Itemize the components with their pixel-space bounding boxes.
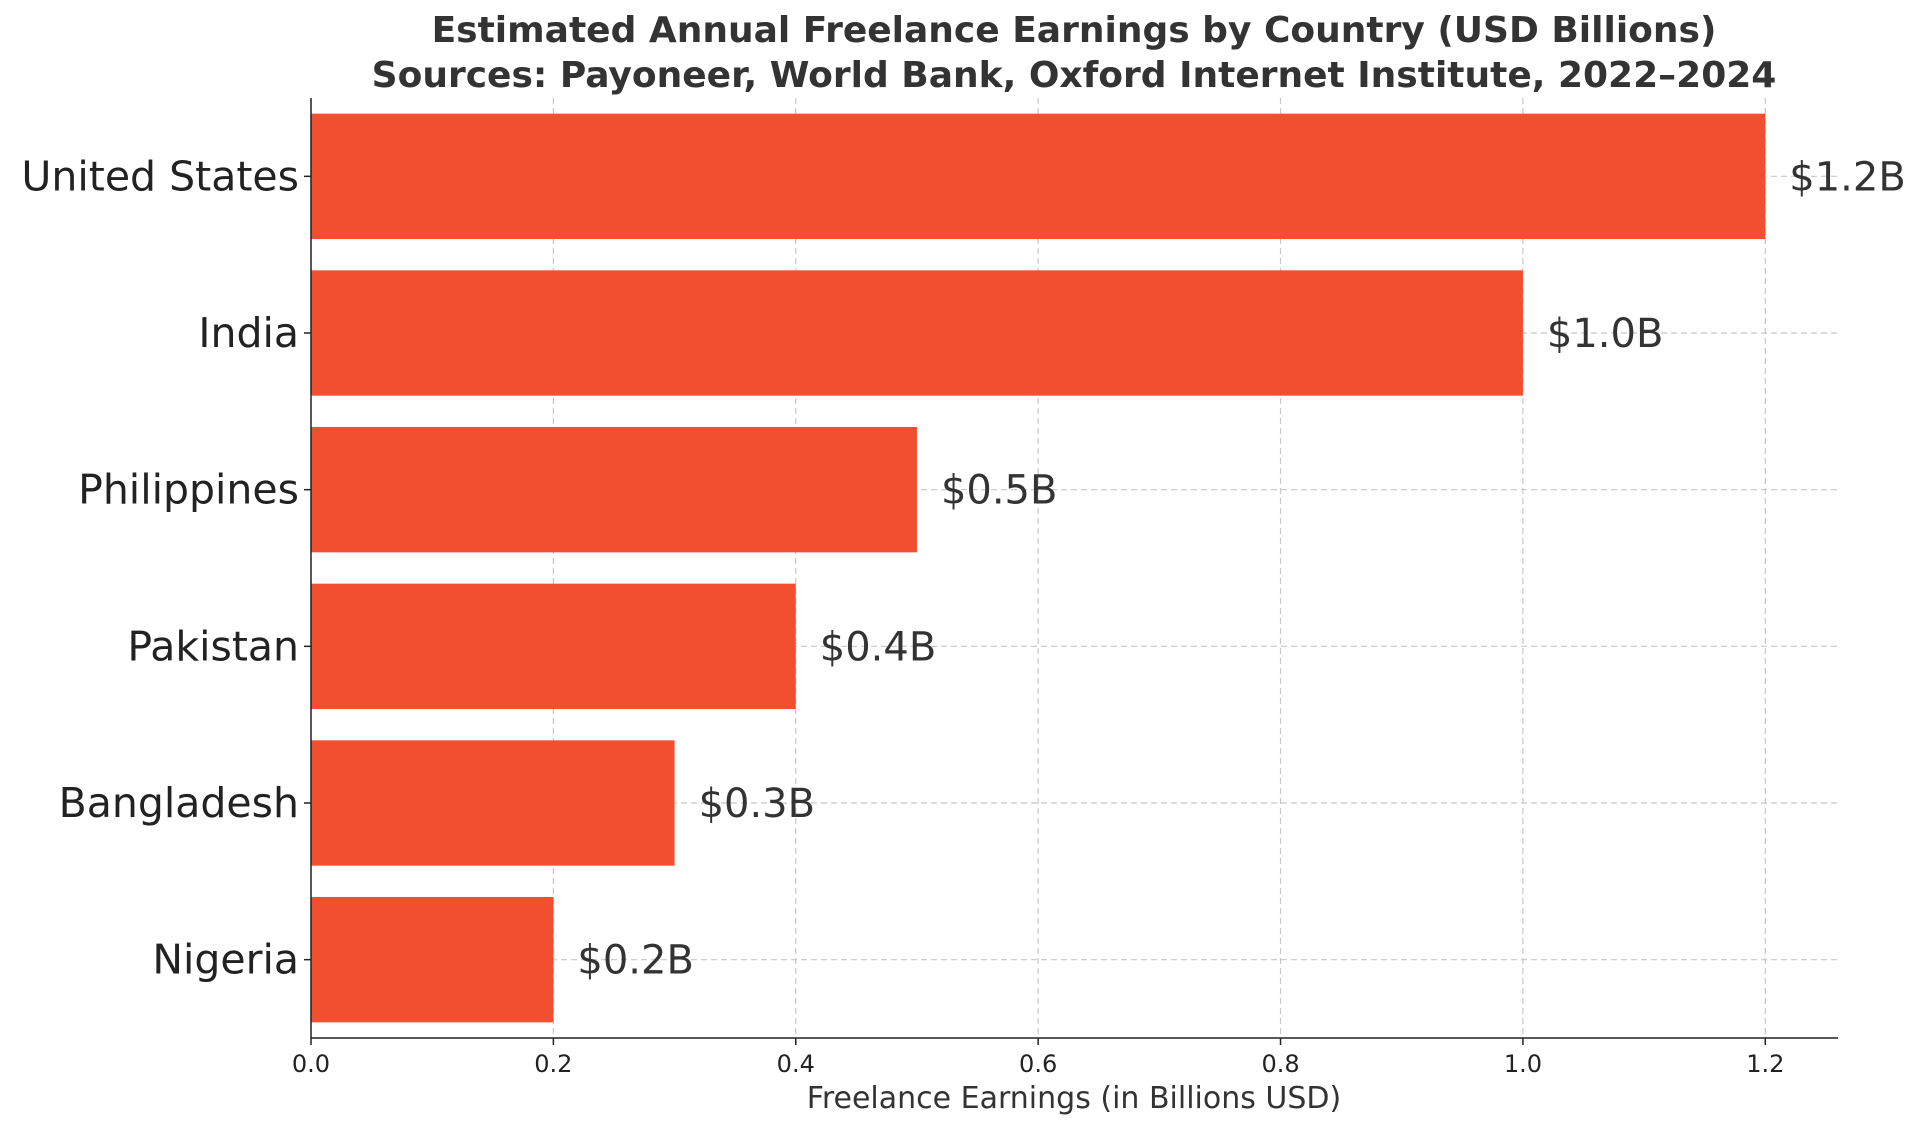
value-label: $0.4B — [820, 624, 937, 670]
labels: United States $1.2B India $1.0B Philippines $… — [21, 152, 1905, 1078]
chart-title: Estimated Annual Freelance Earnings by C… — [432, 10, 1717, 51]
category-label: Philippines — [78, 466, 299, 514]
bar-philippines — [311, 427, 917, 553]
category-label: Bangladesh — [59, 779, 299, 827]
category-label: Nigeria — [152, 936, 299, 984]
x-tick-label: 0.6 — [1019, 1050, 1057, 1078]
x-tick-label: 0.2 — [534, 1050, 572, 1078]
bar-bangladesh — [311, 740, 675, 866]
x-tick-label: 0.4 — [777, 1050, 815, 1078]
x-axis-title: Freelance Earnings (in Billions USD) — [807, 1081, 1341, 1116]
value-label: $0.2B — [577, 938, 694, 984]
bar-pakistan — [311, 583, 796, 709]
value-label: $0.5B — [941, 468, 1058, 514]
bar-nigeria — [311, 897, 554, 1023]
category-label: Pakistan — [127, 622, 299, 670]
x-tick-label: 1.0 — [1504, 1050, 1542, 1078]
x-tick-label: 1.2 — [1746, 1050, 1784, 1078]
chart-subtitle: Sources: Payoneer, World Bank, Oxford In… — [372, 55, 1777, 96]
bar-india — [311, 270, 1523, 396]
value-label: $0.3B — [699, 781, 816, 827]
category-label: United States — [21, 152, 299, 200]
x-tick-label: 0.8 — [1261, 1050, 1299, 1078]
bars — [311, 113, 1766, 1023]
category-label: India — [198, 309, 299, 357]
value-label: $1.2B — [1789, 154, 1906, 200]
value-label: $1.0B — [1547, 311, 1664, 357]
bar-united-states — [311, 113, 1766, 239]
axes — [304, 98, 1838, 1045]
x-tick-label: 0.0 — [292, 1050, 330, 1078]
